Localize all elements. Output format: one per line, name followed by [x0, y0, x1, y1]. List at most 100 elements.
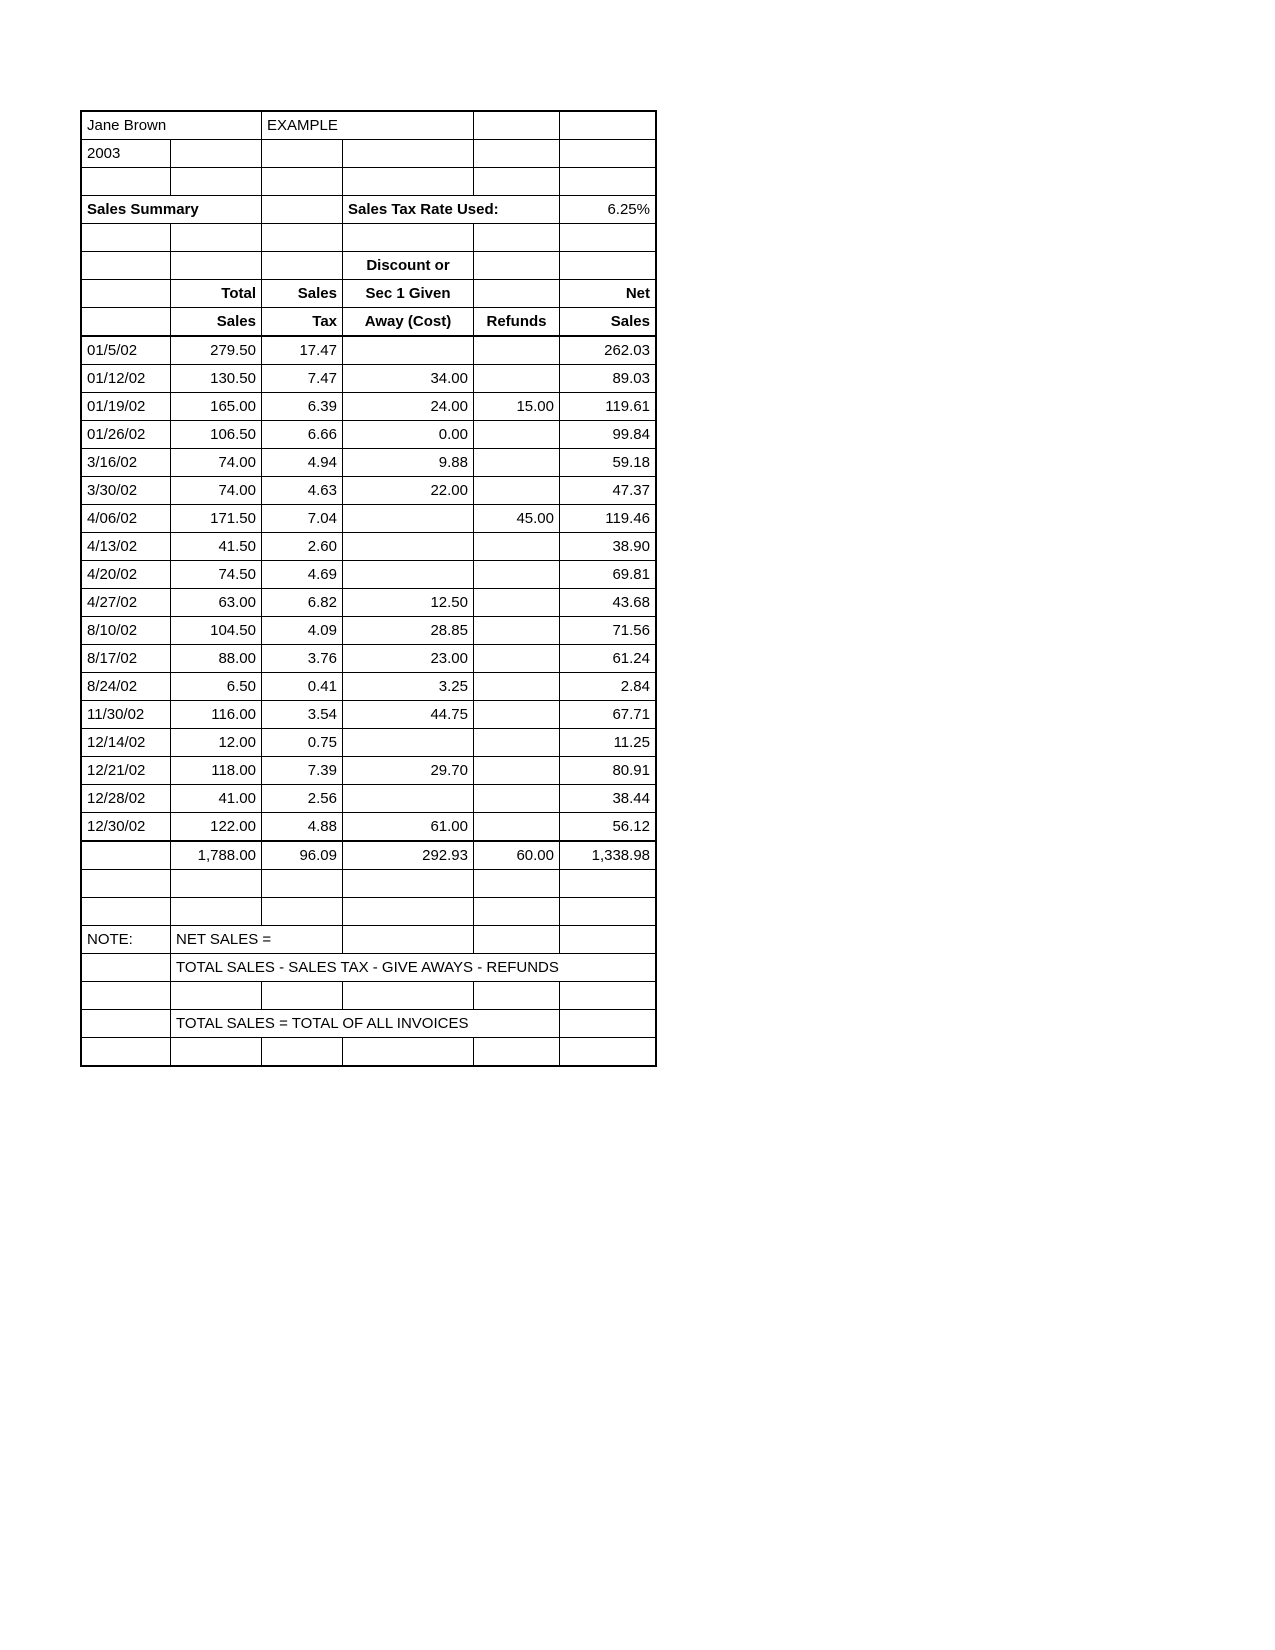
table-row: 12/14/0212.000.7511.25 — [81, 729, 656, 757]
sales-tax-cell: 4.88 — [262, 813, 343, 842]
net-sales-cell: 11.25 — [560, 729, 657, 757]
blank-cell — [81, 841, 171, 870]
note-formula-1: TOTAL SALES - SALES TAX - GIVE AWAYS - R… — [171, 954, 657, 982]
net-sales-cell: 69.81 — [560, 561, 657, 589]
blank-cell — [81, 168, 171, 196]
col-refunds: Refunds — [474, 308, 560, 337]
table-row: 4/13/0241.502.6038.90 — [81, 533, 656, 561]
total-tax-sum: 96.09 — [262, 841, 343, 870]
refunds-cell — [474, 673, 560, 701]
col-net-2: Sales — [560, 308, 657, 337]
blank-cell — [81, 1038, 171, 1067]
total-sales-cell: 106.50 — [171, 421, 262, 449]
net-sales-cell: 38.44 — [560, 785, 657, 813]
refunds-cell — [474, 561, 560, 589]
blank-cell — [81, 1010, 171, 1038]
date-cell: 8/17/02 — [81, 645, 171, 673]
note-net-sales-eq: NET SALES = — [171, 926, 343, 954]
discount-cell: 23.00 — [343, 645, 474, 673]
date-cell: 8/10/02 — [81, 617, 171, 645]
blank-cell — [474, 168, 560, 196]
discount-cell — [343, 336, 474, 365]
total-sales-sum: 1,788.00 — [171, 841, 262, 870]
total-sales-cell: 74.00 — [171, 477, 262, 505]
sales-tax-cell: 17.47 — [262, 336, 343, 365]
blank-cell — [81, 898, 171, 926]
sales-tax-cell: 0.41 — [262, 673, 343, 701]
note-formula-2: TOTAL SALES = TOTAL OF ALL INVOICES — [171, 1010, 560, 1038]
blank-cell — [343, 982, 474, 1010]
net-sales-cell: 56.12 — [560, 813, 657, 842]
blank-cell — [81, 252, 171, 280]
sales-tax-cell: 4.63 — [262, 477, 343, 505]
date-cell: 01/12/02 — [81, 365, 171, 393]
date-cell: 01/26/02 — [81, 421, 171, 449]
total-sales-cell: 74.00 — [171, 449, 262, 477]
refunds-cell — [474, 645, 560, 673]
blank-cell — [474, 224, 560, 252]
date-cell: 01/19/02 — [81, 393, 171, 421]
refunds-cell — [474, 365, 560, 393]
blank-cell — [343, 870, 474, 898]
sales-tax-cell: 6.82 — [262, 589, 343, 617]
blank-cell — [262, 168, 343, 196]
blank-cell — [171, 1038, 262, 1067]
table-row: 8/17/0288.003.7623.0061.24 — [81, 645, 656, 673]
refunds-cell — [474, 533, 560, 561]
sales-tax-cell: 7.47 — [262, 365, 343, 393]
net-sales-cell: 59.18 — [560, 449, 657, 477]
sales-tax-cell: 3.54 — [262, 701, 343, 729]
blank-cell — [262, 898, 343, 926]
sales-tax-cell: 0.75 — [262, 729, 343, 757]
blank-cell — [171, 982, 262, 1010]
net-sales-cell: 2.84 — [560, 673, 657, 701]
net-sales-cell: 47.37 — [560, 477, 657, 505]
blank-cell — [171, 898, 262, 926]
sales-tax-cell: 2.60 — [262, 533, 343, 561]
blank-cell — [474, 1038, 560, 1067]
col-net-1: Net — [560, 280, 657, 308]
sales-tax-cell: 4.94 — [262, 449, 343, 477]
blank-cell — [262, 1038, 343, 1067]
blank-cell — [171, 168, 262, 196]
blank-cell — [474, 280, 560, 308]
blank-cell — [560, 982, 657, 1010]
blank-cell — [81, 982, 171, 1010]
blank-cell — [474, 898, 560, 926]
date-cell: 12/21/02 — [81, 757, 171, 785]
col-tax-2: Tax — [262, 308, 343, 337]
blank-cell — [474, 870, 560, 898]
blank-cell — [560, 1010, 657, 1038]
table-row: 4/27/0263.006.8212.5043.68 — [81, 589, 656, 617]
net-sales-cell: 80.91 — [560, 757, 657, 785]
blank-cell — [262, 224, 343, 252]
summary-label: Sales Summary — [81, 196, 262, 224]
blank-cell — [560, 1038, 657, 1067]
blank-cell — [560, 898, 657, 926]
discount-cell — [343, 533, 474, 561]
discount-cell: 34.00 — [343, 365, 474, 393]
blank-cell — [474, 140, 560, 168]
table-row: 3/30/0274.004.6322.0047.37 — [81, 477, 656, 505]
blank-cell — [343, 1038, 474, 1067]
total-sales-cell: 63.00 — [171, 589, 262, 617]
date-cell: 11/30/02 — [81, 701, 171, 729]
total-sales-cell: 171.50 — [171, 505, 262, 533]
refunds-cell — [474, 729, 560, 757]
net-sales-cell: 262.03 — [560, 336, 657, 365]
discount-cell: 9.88 — [343, 449, 474, 477]
date-cell: 12/14/02 — [81, 729, 171, 757]
total-sales-cell: 41.50 — [171, 533, 262, 561]
blank-cell — [81, 224, 171, 252]
date-cell: 4/13/02 — [81, 533, 171, 561]
tax-rate-label: Sales Tax Rate Used: — [343, 196, 560, 224]
table-row: 01/12/02130.507.4734.0089.03 — [81, 365, 656, 393]
blank-cell — [262, 140, 343, 168]
blank-cell — [474, 926, 560, 954]
discount-cell: 28.85 — [343, 617, 474, 645]
refunds-cell: 45.00 — [474, 505, 560, 533]
refunds-cell — [474, 785, 560, 813]
net-sales-cell: 89.03 — [560, 365, 657, 393]
total-sales-cell: 122.00 — [171, 813, 262, 842]
col-discount-2: Sec 1 Given — [343, 280, 474, 308]
